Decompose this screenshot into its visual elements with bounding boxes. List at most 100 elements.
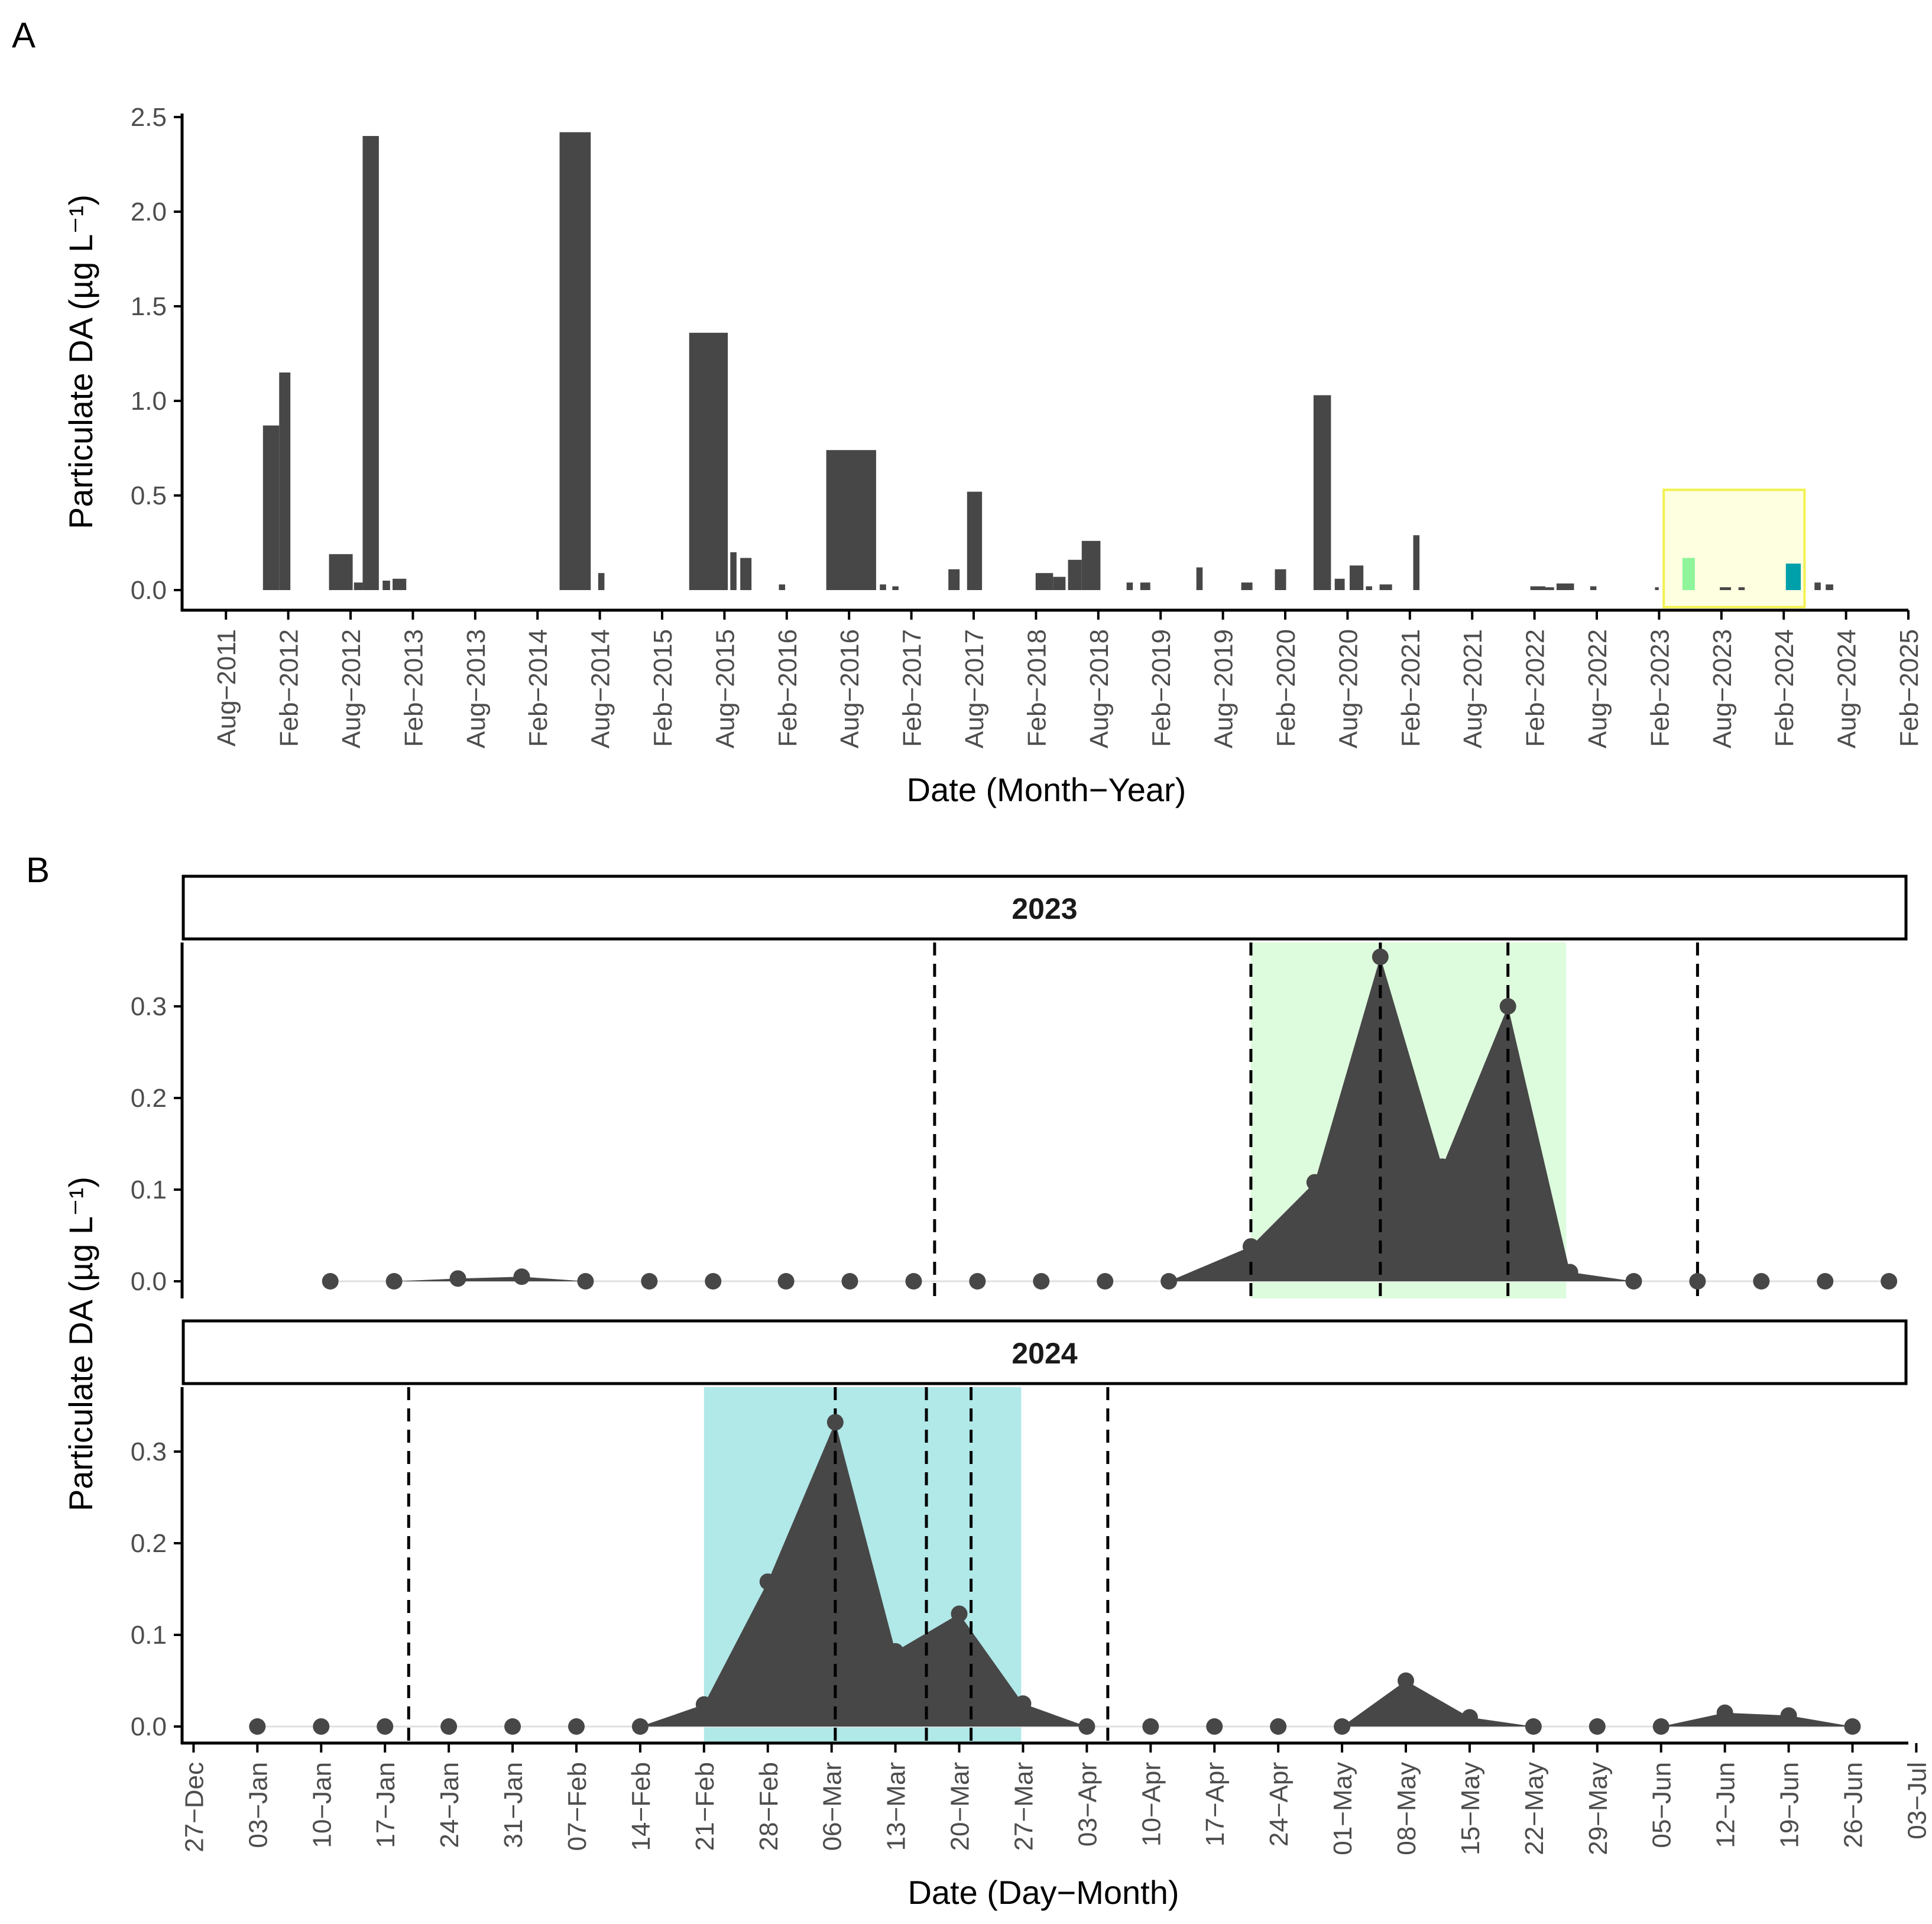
bar <box>1366 586 1372 590</box>
bar <box>1035 573 1053 590</box>
facet-strip <box>181 1319 1908 1385</box>
data-point <box>1561 1264 1578 1281</box>
area-series <box>257 1422 1853 1727</box>
data-point <box>1780 1707 1797 1724</box>
x-tick-label: 22−May <box>1520 1762 1549 1855</box>
facet-2024: 2024 0.0 0.1 0.2 0.3 27−Dec 03−Jan 10−Jan 17−J… <box>131 1319 1931 1855</box>
data-point <box>826 1414 844 1431</box>
y-tick-label: 1.5 <box>131 292 167 321</box>
x-tick-label: 03−Jan <box>244 1762 273 1848</box>
x-tick-label: Aug−2023 <box>1708 629 1737 749</box>
y-tick-label: 0.5 <box>131 481 167 510</box>
data-point <box>1014 1695 1032 1712</box>
data-point <box>1589 1718 1606 1735</box>
bar <box>1196 567 1203 590</box>
x-tick-label: 26−Jun <box>1839 1762 1868 1848</box>
bar <box>892 586 899 590</box>
data-point <box>841 1273 858 1290</box>
data-point <box>1844 1718 1861 1735</box>
data-point <box>577 1273 594 1290</box>
x-tick-label: 05−Jun <box>1648 1762 1677 1848</box>
bar <box>1275 569 1286 590</box>
bar <box>559 132 591 591</box>
x-tick-label: Aug−2011 <box>212 629 241 747</box>
x-tick-label: 27−Dec <box>180 1762 209 1852</box>
area-fill <box>257 1422 1853 1727</box>
data-point <box>1652 1718 1670 1735</box>
bar <box>689 332 728 590</box>
x-tick-label: 15−May <box>1456 1762 1485 1855</box>
facet-strip-label: 2023 <box>1012 892 1077 925</box>
x-tick-label: Feb−2017 <box>898 629 927 747</box>
data-point <box>1461 1709 1478 1726</box>
x-tick-label: 03−Apr <box>1073 1762 1102 1847</box>
data-point <box>313 1718 330 1735</box>
bar <box>1590 586 1597 590</box>
bar <box>329 554 353 590</box>
data-point <box>1625 1273 1642 1290</box>
bar <box>279 373 291 590</box>
bar <box>382 581 390 590</box>
data-point <box>1242 1238 1259 1255</box>
x-tick-label: 10−Jan <box>307 1762 336 1848</box>
x-tick-label: 21−Feb <box>691 1762 719 1851</box>
data-point <box>951 1605 968 1622</box>
point-series <box>322 948 1898 1290</box>
panel-letter-a: A <box>12 15 35 55</box>
data-point <box>1398 1672 1415 1689</box>
x-tick-label: 20−Mar <box>946 1762 975 1851</box>
bar <box>1126 582 1133 590</box>
panel-a-bar-chart: 0.00.51.01.52.02.5 Aug−2011 Feb−2012 Aug−2… <box>62 103 1924 808</box>
area-fill <box>330 957 1889 1281</box>
y-tick-label: 0.0 <box>131 576 167 605</box>
x-tick-label: 29−May <box>1584 1762 1613 1855</box>
x-tick-label: Feb−2015 <box>649 629 678 747</box>
x-tick-label: Feb−2025 <box>1895 629 1924 747</box>
data-point <box>1270 1718 1287 1735</box>
bar <box>1413 535 1420 590</box>
data-point <box>1372 948 1389 966</box>
data-point <box>759 1573 776 1591</box>
x-tick-label: 06−Mar <box>818 1762 847 1851</box>
bar <box>880 584 886 590</box>
x-tick-label: Aug−2015 <box>711 629 740 749</box>
bar <box>948 569 960 590</box>
x-tick-label: Aug−2012 <box>337 629 366 749</box>
y-tick-label: 0.0 <box>131 1712 167 1741</box>
x-tick-label: Feb−2012 <box>275 629 304 747</box>
x-tick-label: 24−Apr <box>1265 1762 1294 1847</box>
x-tick-label: Aug−2014 <box>586 629 615 749</box>
data-point <box>1142 1718 1159 1735</box>
x-tick-label: 10−Apr <box>1137 1762 1166 1847</box>
x-tick-label: Feb−2020 <box>1272 629 1301 747</box>
y-axis-ticks: 0.0 0.5 1.0 1.5 2.0 2.5 <box>131 103 182 605</box>
x-tick-label: Feb−2021 <box>1396 629 1425 747</box>
bar <box>779 584 786 590</box>
y-axis-ticks: 0.0 0.1 0.2 0.3 <box>131 1437 182 1741</box>
data-point <box>695 1696 712 1713</box>
x-axis-ticks: Aug−2011 Feb−2012 Aug−2012 Feb−2013 Aug−2013… <box>212 610 1924 749</box>
x-tick-label: Aug−2017 <box>960 629 989 749</box>
x-tick-label: Aug−2022 <box>1583 629 1612 749</box>
data-point <box>777 1273 795 1290</box>
x-tick-label: Aug−2018 <box>1085 629 1114 749</box>
x-tick-label: 07−Feb <box>563 1762 592 1851</box>
bar <box>1682 558 1695 590</box>
data-point <box>705 1273 722 1290</box>
data-point <box>449 1270 466 1287</box>
y-tick-label: 0.3 <box>131 992 167 1021</box>
bar <box>1655 587 1659 590</box>
bar <box>1785 563 1801 590</box>
bar <box>1379 584 1392 590</box>
x-tick-label: Feb−2019 <box>1147 629 1176 747</box>
data-point <box>504 1718 521 1735</box>
facet-2023: 2023 0.0 0.1 0.2 0.3 <box>131 874 1908 1298</box>
x-tick-label: Feb−2022 <box>1521 629 1550 747</box>
bar <box>1334 578 1345 590</box>
data-point <box>1097 1273 1114 1290</box>
bar <box>730 552 737 590</box>
data-point <box>1334 1718 1351 1735</box>
data-point <box>322 1273 339 1290</box>
x-tick-label: 19−Jun <box>1775 1762 1804 1848</box>
